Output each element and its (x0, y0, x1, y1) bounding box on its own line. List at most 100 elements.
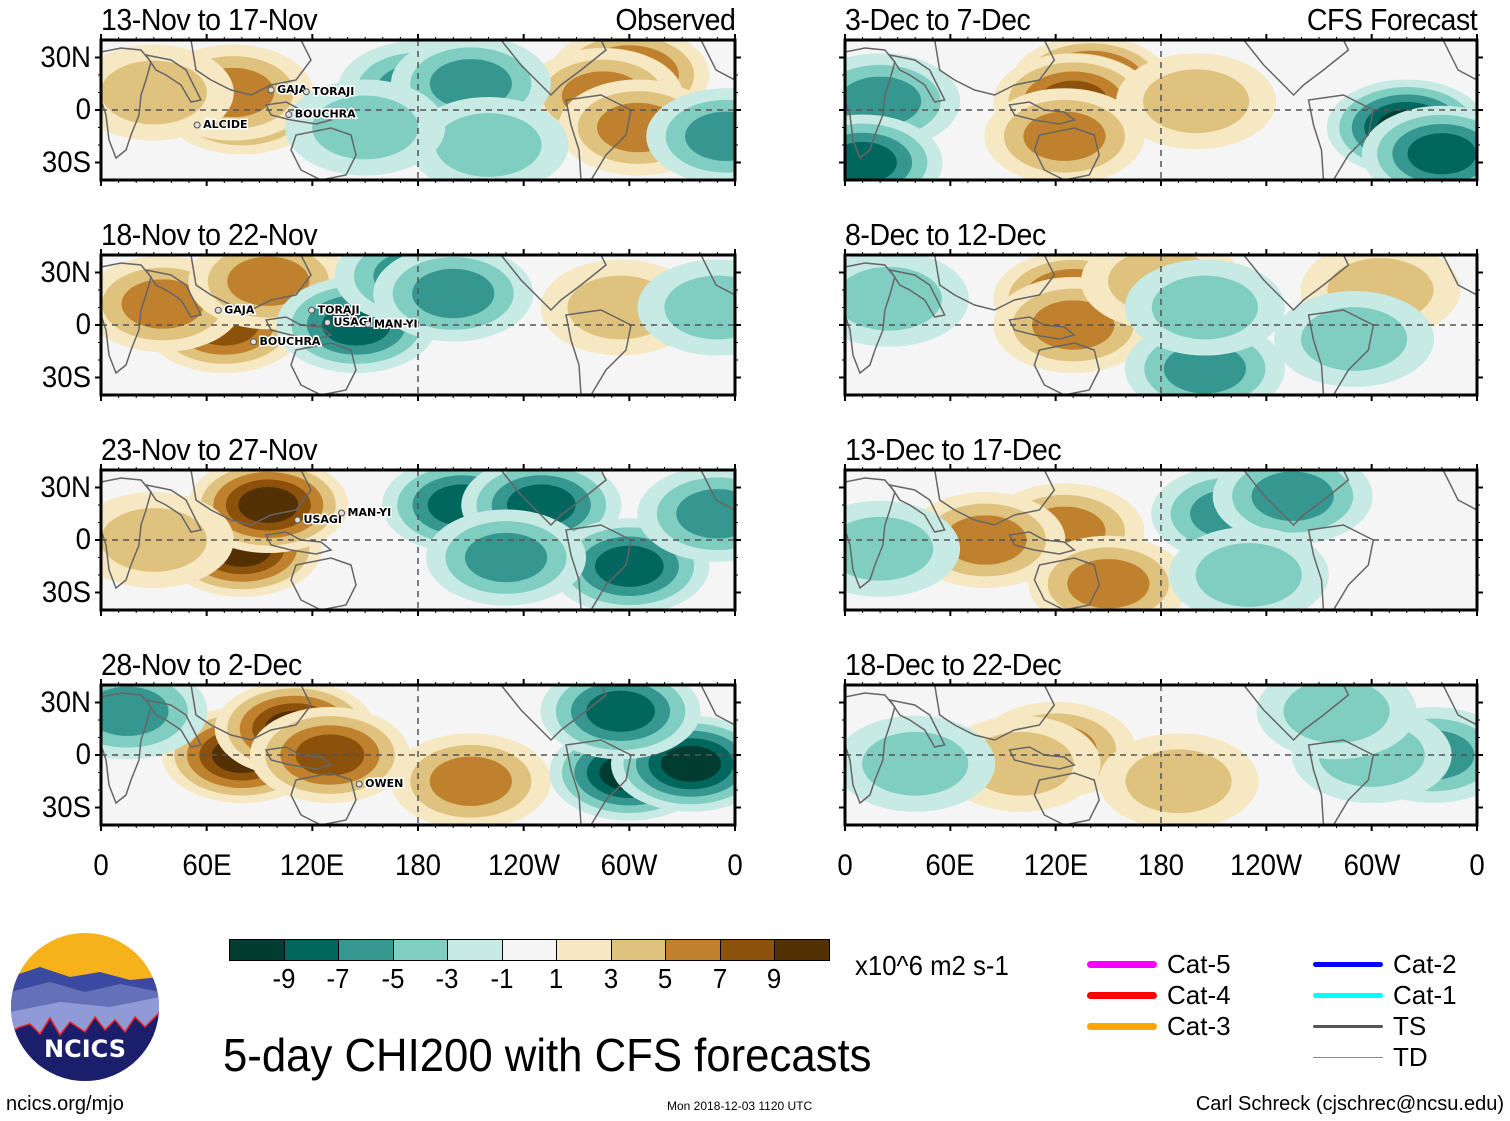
contour-region (295, 734, 365, 776)
coastline (933, 255, 1056, 311)
coastline (264, 101, 333, 125)
coastline (1242, 470, 1350, 527)
y-tick-label: 30S (41, 575, 91, 609)
storm-label: MAN-YI (348, 506, 392, 519)
storm-label: OWEN (365, 777, 403, 790)
storm-label: BOUCHRA (260, 335, 321, 348)
colorbar-swatch (392, 939, 448, 961)
coastline (888, 698, 946, 748)
contour-region (862, 731, 969, 796)
panel-title: 13-Dec to 17-Dec (845, 432, 1062, 467)
coastline (144, 53, 203, 103)
legend-label: Cat-1 (1393, 980, 1457, 1010)
contour-region (101, 508, 207, 572)
contour-region (238, 487, 299, 523)
storm-marker (323, 319, 331, 326)
coastline (290, 557, 357, 610)
colorbar-tick-label: 7 (712, 963, 727, 994)
storm-marker (193, 121, 201, 129)
storm-marker (355, 780, 363, 788)
y-tick-label: 0 (75, 523, 91, 556)
legend-label: Cat-4 (1167, 980, 1231, 1010)
coastline (190, 470, 312, 526)
legend-line-swatch (1313, 992, 1383, 998)
colorbar-swatch (556, 939, 612, 961)
map-panel (839, 34, 1483, 186)
contour-region (1125, 749, 1232, 814)
y-tick-label: 0 (75, 308, 91, 341)
storm-label: MAN-YI (374, 317, 418, 330)
contour-region (944, 515, 1027, 565)
contour-region (660, 745, 721, 782)
coastline (264, 746, 333, 770)
legend-label: Cat-2 (1393, 949, 1457, 979)
legend-line-swatch (1313, 1056, 1383, 1058)
x-tick-label: 60W (600, 849, 658, 882)
storm-marker (364, 320, 372, 328)
contour-region (1195, 543, 1302, 607)
coastline (1242, 40, 1350, 97)
coastline (264, 316, 333, 340)
colorbar-tick-label: 3 (603, 963, 618, 994)
contour-region (664, 275, 735, 340)
coastline (565, 739, 632, 825)
y-tick-label: 30N (40, 40, 91, 74)
legend-label: Cat-3 (1167, 1011, 1231, 1041)
coastline (1008, 746, 1076, 770)
panel-column-tag: Observed (615, 2, 735, 37)
y-tick-label: 30S (41, 145, 91, 179)
x-tick-label: 60E (925, 849, 975, 882)
storm-label: ALCIDE (203, 118, 247, 131)
coastline (700, 40, 735, 81)
panel-title: 8-Dec to 12-Dec (845, 217, 1046, 252)
panel-title: 28-Nov to 2-Dec (101, 647, 302, 682)
contour-region (312, 95, 419, 160)
contour-region (464, 532, 548, 583)
coastline (565, 524, 632, 610)
panel-column-tag: CFS Forecast (1306, 2, 1478, 37)
x-tick-label: 120W (487, 849, 560, 882)
footer-website[interactable]: ncics.org/mjo (6, 1093, 124, 1115)
coastline (1033, 127, 1100, 180)
x-tick-label: 180 (394, 849, 442, 882)
coastline (888, 53, 946, 103)
y-tick-label: 30S (41, 360, 91, 394)
footer-credit[interactable]: Carl Schreck (cjschrec@ncsu.edu) (1195, 1093, 1504, 1115)
colorbar-swatch (447, 939, 503, 961)
map-panel: USAGI MAN-YI (95, 464, 741, 616)
contour-region (845, 516, 934, 581)
coastline (565, 309, 632, 395)
colorbar-tick-label: -9 (272, 963, 295, 994)
contour-region (586, 690, 655, 732)
coastline (500, 470, 607, 527)
coastline (500, 685, 607, 742)
contour-region (845, 141, 897, 180)
y-tick-label: 30S (41, 790, 91, 824)
coastline (1242, 685, 1350, 742)
storm-marker (267, 86, 275, 94)
legend-line-swatch (1087, 1022, 1157, 1030)
x-tick-label: 0 (93, 849, 109, 882)
contour-region (1283, 685, 1390, 744)
contour-region (429, 59, 512, 109)
map-panel (839, 464, 1483, 616)
coastline (1033, 342, 1100, 395)
colorbar-units: x10^6 m2 s-1 (855, 950, 1009, 981)
storm-label: GAJA (224, 303, 255, 316)
storm-marker (250, 338, 257, 346)
coastline (888, 268, 946, 318)
coastline (190, 40, 312, 96)
contour-region (845, 266, 942, 331)
colorbar-tick-label: -5 (381, 963, 404, 994)
coastline (290, 127, 357, 180)
storm-label: BOUCHRA (295, 108, 356, 121)
coastline (1033, 772, 1100, 825)
contour-region (1067, 559, 1150, 609)
coastline (933, 40, 1056, 96)
map-panel (839, 249, 1483, 401)
colorbar-swatch (665, 939, 721, 961)
storm-marker (294, 516, 302, 524)
colorbar-tick-label: -3 (435, 963, 459, 994)
panel-title: 18-Nov to 22-Nov (101, 217, 318, 252)
